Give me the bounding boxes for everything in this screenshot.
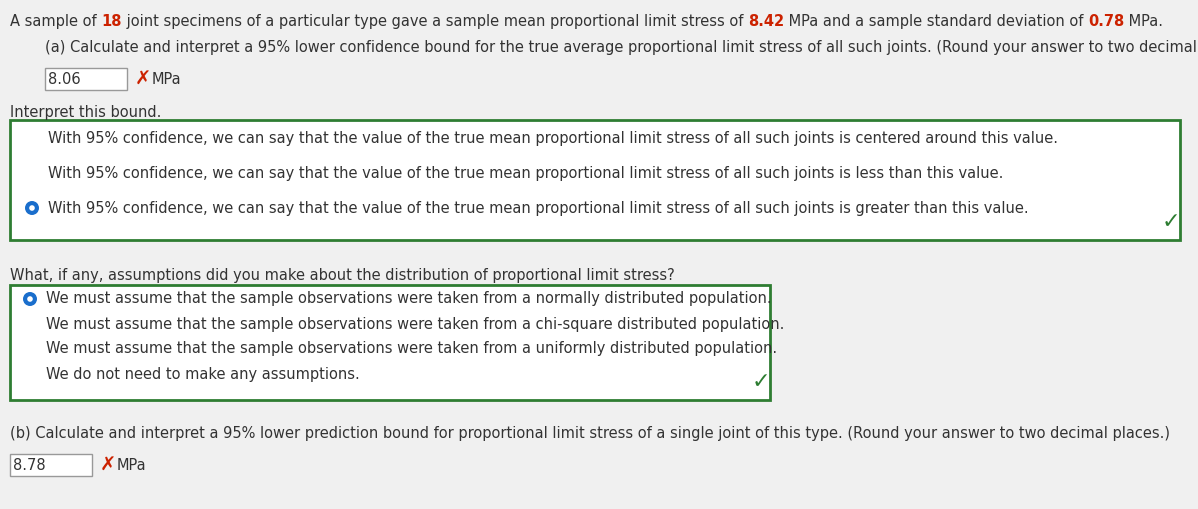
Text: ✗: ✗	[135, 70, 151, 89]
Text: We must assume that the sample observations were taken from a normally distribut: We must assume that the sample observati…	[46, 292, 772, 306]
Text: 8.06: 8.06	[48, 71, 80, 87]
FancyBboxPatch shape	[10, 454, 92, 476]
FancyBboxPatch shape	[10, 285, 770, 400]
Text: What, if any, assumptions did you make about the distribution of proportional li: What, if any, assumptions did you make a…	[10, 268, 674, 283]
Circle shape	[23, 292, 37, 306]
Text: We must assume that the sample observations were taken from a uniformly distribu: We must assume that the sample observati…	[46, 342, 778, 356]
Circle shape	[25, 166, 40, 180]
Text: (a) Calculate and interpret a 95% lower confidence bound for the true average pr: (a) Calculate and interpret a 95% lower …	[46, 40, 1198, 55]
Text: MPa and a sample standard deviation of: MPa and a sample standard deviation of	[783, 14, 1088, 29]
Text: ✓: ✓	[752, 372, 770, 392]
Text: 8.78: 8.78	[13, 458, 46, 472]
Text: ✗: ✗	[99, 456, 116, 474]
Text: MPa: MPa	[152, 71, 182, 87]
FancyBboxPatch shape	[10, 120, 1180, 240]
Circle shape	[25, 201, 40, 215]
Text: We do not need to make any assumptions.: We do not need to make any assumptions.	[46, 366, 359, 382]
Text: ✓: ✓	[1162, 212, 1180, 232]
Circle shape	[23, 317, 37, 331]
Text: A sample of: A sample of	[10, 14, 102, 29]
Circle shape	[25, 131, 40, 145]
Circle shape	[23, 342, 37, 356]
Text: (b) Calculate and interpret a 95% lower prediction bound for proportional limit : (b) Calculate and interpret a 95% lower …	[10, 426, 1170, 441]
Text: 0.78: 0.78	[1088, 14, 1124, 29]
Circle shape	[23, 367, 37, 381]
Text: MPa.: MPa.	[1124, 14, 1163, 29]
Circle shape	[28, 296, 32, 302]
FancyBboxPatch shape	[46, 68, 127, 90]
Text: With 95% confidence, we can say that the value of the true mean proportional lim: With 95% confidence, we can say that the…	[48, 165, 1004, 181]
Text: MPa: MPa	[117, 458, 146, 472]
Circle shape	[29, 205, 35, 211]
Text: joint specimens of a particular type gave a sample mean proportional limit stres: joint specimens of a particular type gav…	[122, 14, 748, 29]
Text: 18: 18	[102, 14, 122, 29]
Text: 8.42: 8.42	[748, 14, 783, 29]
Text: We must assume that the sample observations were taken from a chi-square distrib: We must assume that the sample observati…	[46, 317, 785, 331]
Text: With 95% confidence, we can say that the value of the true mean proportional lim: With 95% confidence, we can say that the…	[48, 130, 1058, 146]
Text: With 95% confidence, we can say that the value of the true mean proportional lim: With 95% confidence, we can say that the…	[48, 201, 1029, 215]
Text: Interpret this bound.: Interpret this bound.	[10, 105, 162, 120]
